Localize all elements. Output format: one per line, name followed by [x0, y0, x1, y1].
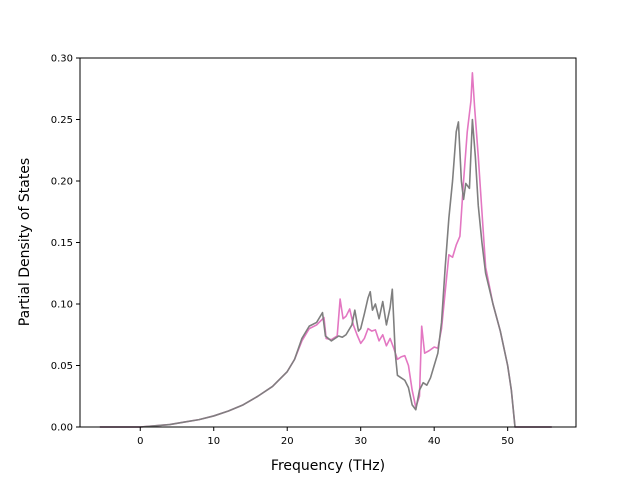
x-tick-label: 20 — [281, 436, 294, 447]
x-tick-label: 30 — [354, 436, 367, 447]
y-tick-label: 0.25 — [51, 115, 73, 126]
y-axis: 0.00 0.05 0.10 0.15 0.20 0.25 0.30 — [51, 54, 80, 434]
y-tick-label: 0.05 — [51, 361, 73, 372]
series-layer — [99, 71, 552, 428]
y-tick-label: 0.00 — [51, 423, 73, 434]
y-tick-label: 0.30 — [51, 54, 73, 65]
x-axis: 0 10 20 30 40 50 — [137, 427, 514, 447]
y-axis-label: Partial Density of States — [17, 158, 33, 326]
x-tick-label: 0 — [137, 436, 143, 447]
y-tick-label: 0.10 — [51, 300, 73, 311]
x-axis-label: Frequency (THz) — [271, 458, 385, 474]
x-tick-label: 40 — [428, 436, 441, 447]
y-tick-label: 0.15 — [51, 238, 73, 249]
series-line-1 — [99, 118, 552, 428]
x-tick-label: 10 — [207, 436, 220, 447]
y-tick-label: 0.20 — [51, 177, 73, 188]
x-tick-label: 50 — [501, 436, 514, 447]
